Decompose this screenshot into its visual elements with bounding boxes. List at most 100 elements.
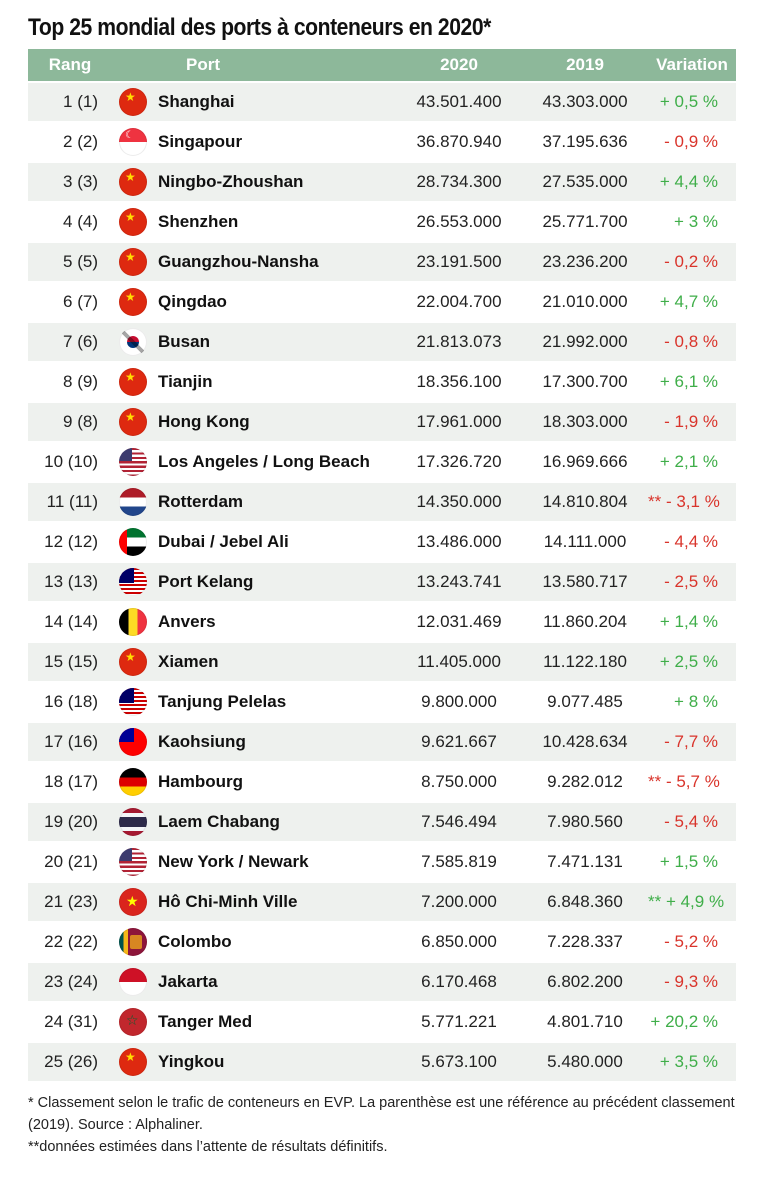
port-name: Kaohsiung <box>154 721 396 761</box>
rank-cell: 21 (23) <box>28 881 112 921</box>
china-flag-icon <box>119 88 147 116</box>
flag-cell <box>112 1041 154 1081</box>
value-2019: 4.801.710 <box>522 1001 648 1041</box>
variation-value: - 0,8 % <box>648 321 736 361</box>
variation-value: - 9,3 % <box>648 961 736 1001</box>
port-name: Guangzhou-Nansha <box>154 241 396 281</box>
table-row: 20 (21) New York / Newark 7.585.819 7.471.1… <box>28 841 736 881</box>
flag-cell <box>112 1001 154 1041</box>
rank-cell: 2 (2) <box>28 121 112 161</box>
flag-cell <box>112 921 154 961</box>
value-2019: 14.810.804 <box>522 481 648 521</box>
rank-cell: 18 (17) <box>28 761 112 801</box>
header-row: Rang Port 2020 2019 Variation <box>28 49 736 81</box>
value-2019: 43.303.000 <box>522 81 648 121</box>
variation-value: + 3,5 % <box>648 1041 736 1081</box>
port-name: Los Angeles / Long Beach <box>154 441 396 481</box>
table-row: 23 (24) Jakarta 6.170.468 6.802.200- 9,3 % <box>28 961 736 1001</box>
germany-flag-icon <box>119 768 147 796</box>
value-2019: 5.480.000 <box>522 1041 648 1081</box>
variation-value: + 2,1 % <box>648 441 736 481</box>
rank-cell: 22 (22) <box>28 921 112 961</box>
rank-cell: 5 (5) <box>28 241 112 281</box>
flag-cell <box>112 961 154 1001</box>
value-2019: 7.471.131 <box>522 841 648 881</box>
table-row: 10 (10) Los Angeles / Long Beach 17.326.72… <box>28 441 736 481</box>
value-2020: 17.326.720 <box>396 441 522 481</box>
port-name: Port Kelang <box>154 561 396 601</box>
variation-value: - 5,4 % <box>648 801 736 841</box>
flag-cell <box>112 801 154 841</box>
rank-cell: 20 (21) <box>28 841 112 881</box>
rank-cell: 15 (15) <box>28 641 112 681</box>
rank-cell: 10 (10) <box>28 441 112 481</box>
flag-cell <box>112 241 154 281</box>
value-2020: 12.031.469 <box>396 601 522 641</box>
rank-cell: 7 (6) <box>28 321 112 361</box>
rank-cell: 11 (11) <box>28 481 112 521</box>
port-name: Jakarta <box>154 961 396 1001</box>
value-2020: 7.200.000 <box>396 881 522 921</box>
flag-cell <box>112 521 154 561</box>
page-title: Top 25 mondial des ports à conteneurs en… <box>28 14 491 41</box>
flag-cell <box>112 481 154 521</box>
flag-cell <box>112 641 154 681</box>
value-2019: 6.848.360 <box>522 881 648 921</box>
flag-cell <box>112 201 154 241</box>
table-row: 14 (14) Anvers 12.031.469 11.860.204 + 1,4 % <box>28 601 736 641</box>
variation-value: - 1,9 % <box>648 401 736 441</box>
flag-cell <box>112 601 154 641</box>
value-2019: 23.236.200 <box>522 241 648 281</box>
variation-value: ** - 3,1 % <box>648 481 736 521</box>
sri-lanka-flag-icon <box>119 928 147 956</box>
china-flag-icon <box>119 1048 147 1076</box>
indonesia-flag-icon <box>119 968 147 996</box>
footnote-estimates: **données estimées dans l’attente de rés… <box>28 1139 388 1155</box>
flag-cell <box>112 321 154 361</box>
rank-cell: 6 (7) <box>28 281 112 321</box>
value-2019: 14.111.000 <box>522 521 648 561</box>
value-2020: 5.771.221 <box>396 1001 522 1041</box>
belgium-flag-icon <box>119 608 147 636</box>
china-flag-icon <box>119 248 147 276</box>
value-2019: 27.535.000 <box>522 161 648 201</box>
port-name: Busan <box>154 321 396 361</box>
table-header: Rang Port 2020 2019 Variation <box>28 49 736 81</box>
value-2020: 18.356.100 <box>396 361 522 401</box>
china-flag-icon <box>119 408 147 436</box>
header-variation: Variation <box>648 49 736 81</box>
port-name: New York / Newark <box>154 841 396 881</box>
value-2020: 26.553.000 <box>396 201 522 241</box>
value-2019: 10.428.634 <box>522 721 648 761</box>
rank-cell: 25 (26) <box>28 1041 112 1081</box>
table-row: 19 (20) Laem Chabang 7.546.494 7.980.560- 5… <box>28 801 736 841</box>
value-2020: 9.621.667 <box>396 721 522 761</box>
variation-value: + 4,4 % <box>648 161 736 201</box>
china-flag-icon <box>119 288 147 316</box>
variation-value: + 0,5 % <box>648 81 736 121</box>
value-2020: 13.243.741 <box>396 561 522 601</box>
variation-value: + 8 % <box>648 681 736 721</box>
flag-cell <box>112 161 154 201</box>
usa-flag-icon <box>119 848 147 876</box>
port-name: Shanghai <box>154 81 396 121</box>
value-2020: 6.850.000 <box>396 921 522 961</box>
ports-table: Rang Port 2020 2019 Variation 1 (1) Shang… <box>28 49 736 1081</box>
variation-value: - 4,4 % <box>648 521 736 561</box>
variation-value: - 0,9 % <box>648 121 736 161</box>
value-2019: 7.228.337 <box>522 921 648 961</box>
china-flag-icon <box>119 208 147 236</box>
port-name: Tianjin <box>154 361 396 401</box>
variation-value: ** - 5,7 % <box>648 761 736 801</box>
port-name: Hô Chi-Minh Ville <box>154 881 396 921</box>
flag-cell <box>112 841 154 881</box>
singapore-flag-icon <box>119 128 147 156</box>
port-name: Hambourg <box>154 761 396 801</box>
port-name: Hong Kong <box>154 401 396 441</box>
value-2020: 7.585.819 <box>396 841 522 881</box>
variation-value: ** + 4,9 % <box>648 881 736 921</box>
footnote-ranking: * Classement selon le trafic de conteneu… <box>28 1095 735 1133</box>
